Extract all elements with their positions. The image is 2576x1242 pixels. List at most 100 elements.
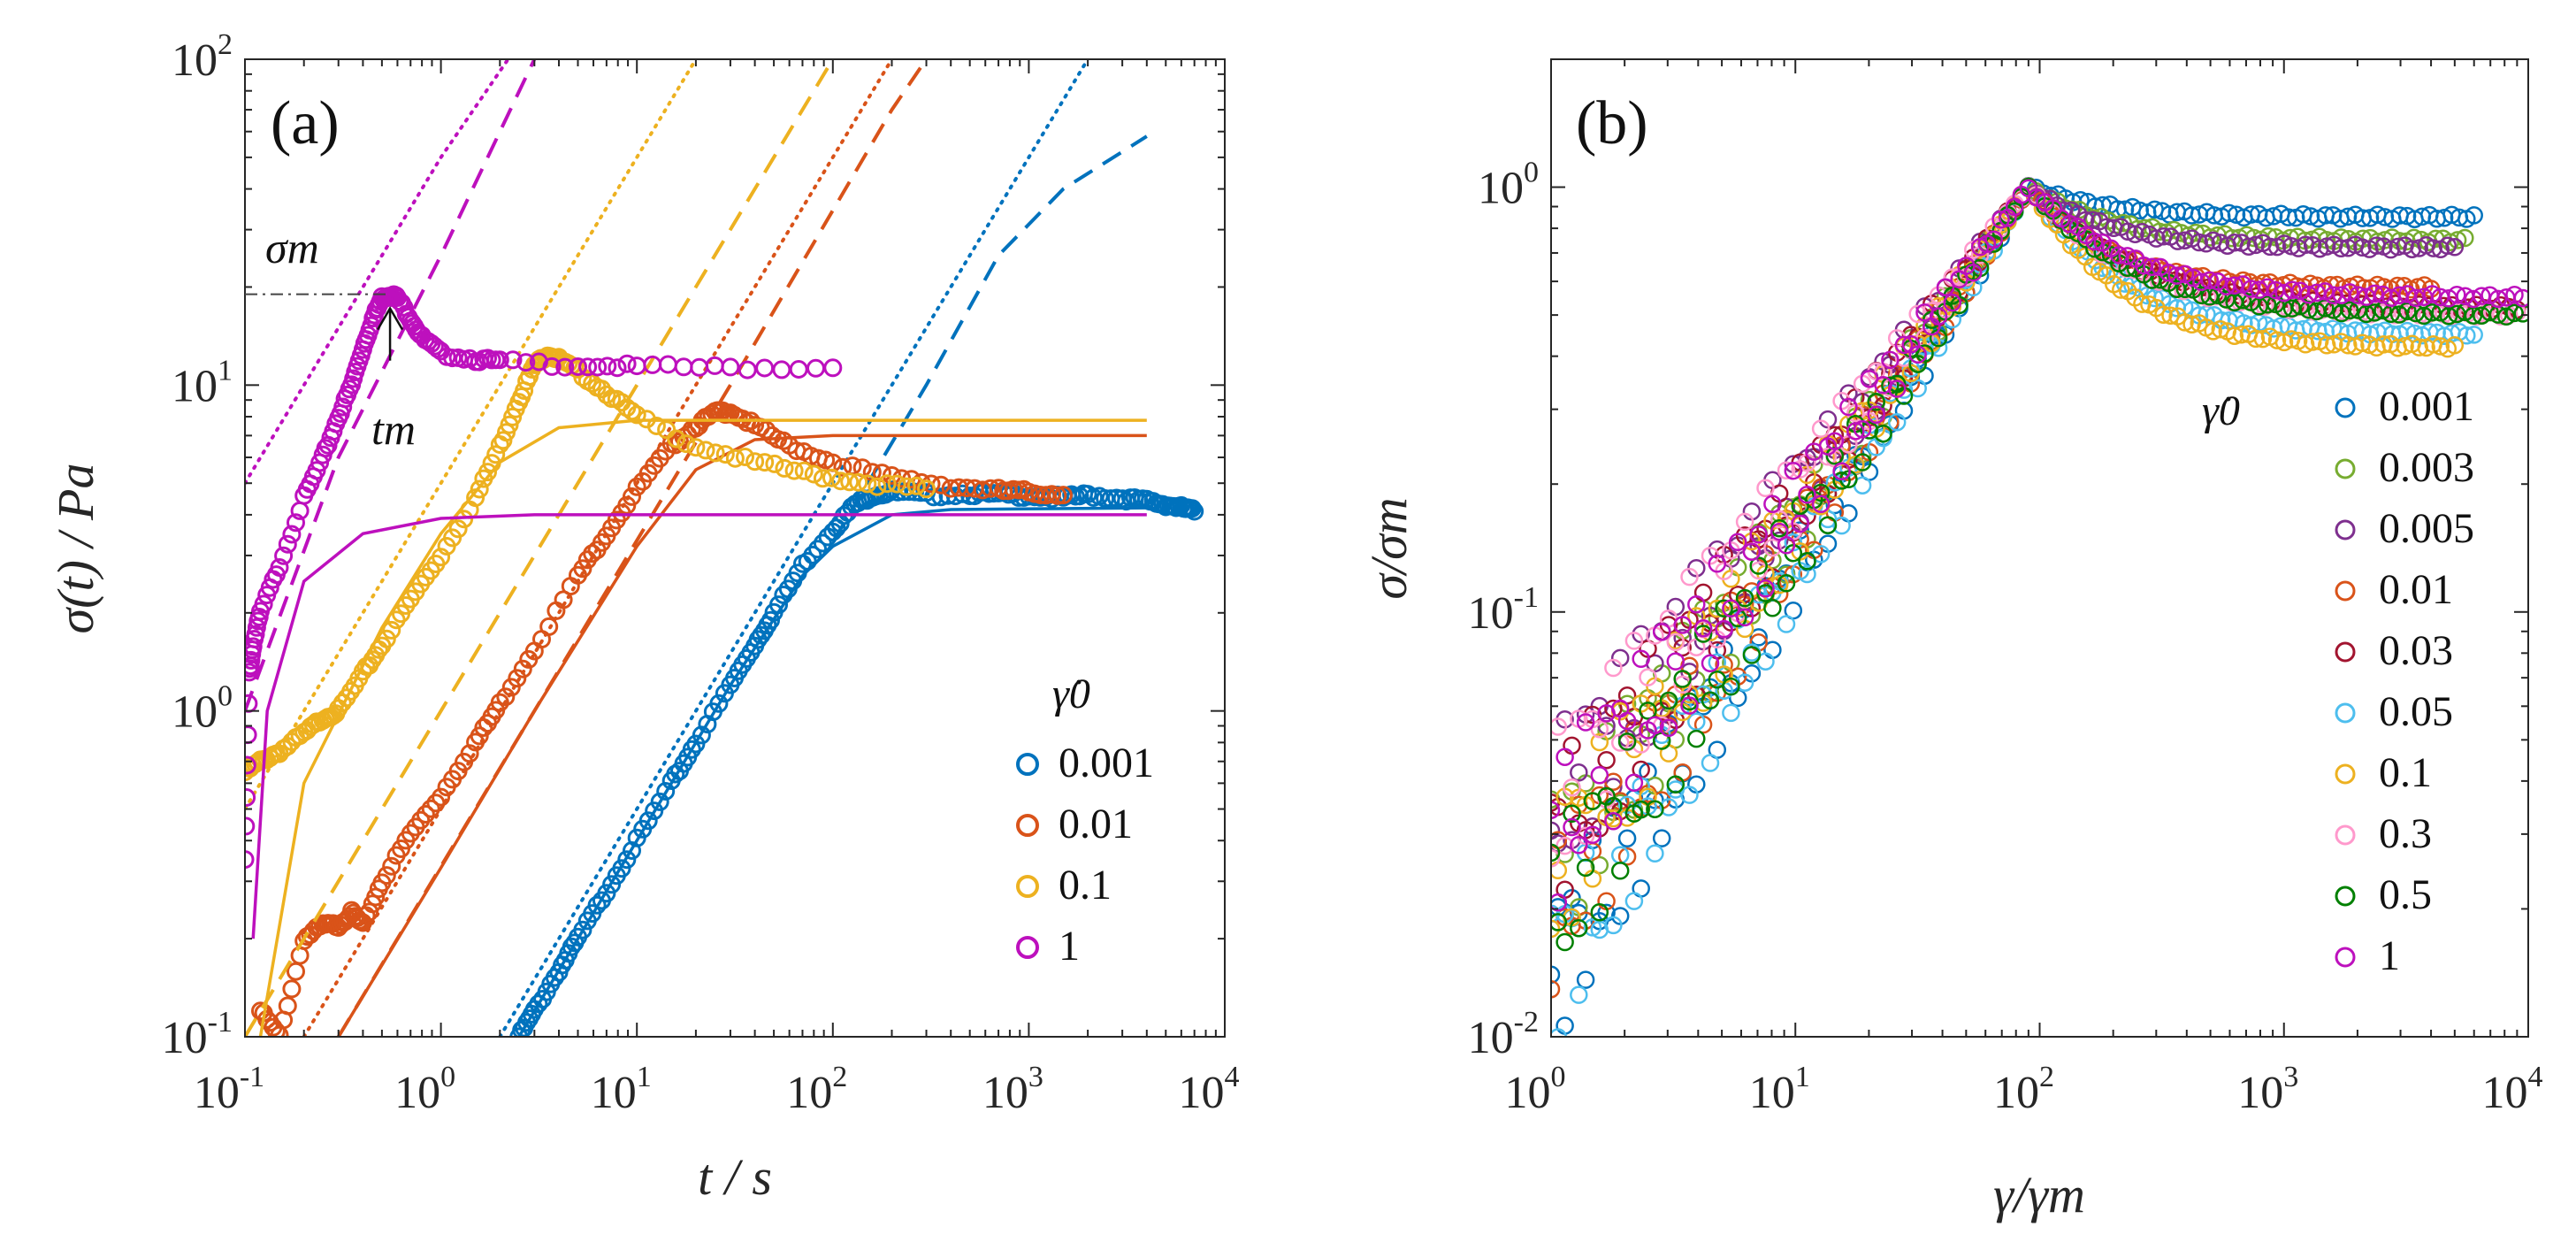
panel-b-data-point — [1811, 419, 1831, 438]
panel-a-data-point — [657, 420, 676, 440]
panel-b-data-point — [1763, 494, 1782, 513]
panel-a-data-point — [587, 895, 607, 915]
panel-b-data-point — [1749, 525, 1768, 544]
panel-a-data-point — [627, 477, 646, 496]
panel-a-legend-title: γ̇0 — [1052, 671, 1090, 717]
panel-a-plot-area — [245, 59, 1204, 1037]
panel-b-data-point — [1908, 379, 1927, 398]
panel-b-y-tick-base: 10 — [1478, 164, 1524, 214]
panel-b-data-point — [1860, 421, 1879, 440]
panel-a-data-point — [578, 357, 598, 377]
panel-a-data-point — [597, 884, 616, 903]
panel-b-data-point — [1715, 619, 1733, 639]
panel-b-data-point — [1617, 829, 1637, 848]
panel-a-data-point — [588, 357, 608, 377]
panel-b-legend-marker — [2335, 641, 2356, 663]
panel-b-data-point — [1991, 210, 2010, 229]
panel-a-annotations: σm tm — [245, 223, 416, 454]
panel-b-data-point — [1652, 829, 1671, 847]
panel-b-y-tick-label: 10-1 — [1468, 581, 1539, 639]
panel-b-data-point — [2381, 288, 2401, 307]
panel-a-data-point — [443, 349, 462, 368]
panel-a-data-point — [1030, 486, 1050, 504]
panel-a-x-tick-label: 103 — [982, 1061, 1043, 1118]
panel-b-legend-label: 0.01 — [2379, 566, 2453, 613]
panel-b-data-point — [2389, 237, 2407, 257]
panel-a-data-point — [482, 454, 501, 473]
panel-b-data-point — [1632, 735, 1650, 754]
panel-b-data-point — [2083, 211, 2102, 230]
panel-b-data-point — [1604, 658, 1623, 678]
panel-b-data-point — [2258, 295, 2277, 314]
panel-b-legend-label: 0.3 — [2379, 810, 2432, 857]
panel-a-data-point — [1048, 486, 1067, 505]
panel-b-data-point — [2464, 289, 2483, 309]
panel-b-data-point — [1666, 632, 1685, 652]
panel-a-y-tick-exp: 0 — [218, 680, 233, 713]
panel-b-tag: (b) — [1576, 89, 1648, 157]
panel-a-data-point — [813, 469, 832, 488]
panel-a-data-point — [503, 350, 523, 370]
panel-b-y-tick-exp: -1 — [1514, 581, 1539, 614]
panel-a-data-point — [765, 454, 784, 473]
panel-b-data-point — [2491, 307, 2511, 326]
panel-a-y-tick-label: 100 — [172, 680, 233, 738]
panel-b-data-point — [2365, 284, 2384, 303]
panel-b-data-point — [2357, 304, 2376, 324]
panel-b-plot-area — [1551, 177, 2528, 1037]
panel-b-x-tick-base: 10 — [1993, 1068, 2039, 1118]
panel-b-data-point — [1666, 597, 1685, 617]
panel-b-data-point — [1551, 821, 1561, 840]
panel-b-data-point — [1590, 903, 1609, 922]
panel-b-data-point — [1984, 230, 2003, 249]
panel-b-data-point — [1563, 804, 1581, 823]
panel-b-data-point — [1624, 892, 1644, 910]
panel-a-data-point — [509, 1027, 529, 1037]
panel-b-data-point — [2190, 233, 2208, 252]
panel-b-data-point — [1610, 733, 1630, 752]
panel-b-data-point — [1853, 453, 1872, 472]
panel-a-data-point — [432, 548, 451, 567]
panel-a-data-point — [470, 479, 489, 499]
panel-a-data-point — [316, 439, 335, 458]
panel-b-data-point — [1632, 800, 1650, 819]
panel-b-legend-marker — [2335, 458, 2356, 479]
panel-a-data-point — [831, 472, 851, 491]
panel-a-data-point — [1053, 486, 1073, 505]
panel-a-data-point — [448, 762, 468, 781]
panel-a-data-point — [573, 368, 592, 387]
panel-b-data-point — [2424, 239, 2442, 257]
panel-b-data-point — [1936, 278, 1955, 296]
panel-b-data-point — [2299, 285, 2318, 304]
panel-b-data-point — [1610, 862, 1630, 880]
panel-b-data-point — [2168, 232, 2187, 250]
panel-a-fit-dashed-line — [831, 134, 1148, 543]
panel-b-y-tick-base: 10 — [1468, 588, 1514, 639]
panel-b-x-tick-exp: 0 — [1551, 1061, 1566, 1093]
panel-a-data-point — [496, 687, 516, 707]
panel-a-data-point — [627, 405, 646, 425]
panel-a-y-tick-label: 101 — [172, 354, 233, 411]
panel-b-data-point — [1551, 965, 1561, 985]
panel-b-data-point — [2439, 306, 2458, 326]
panel-a-x-tick-exp: 4 — [1225, 1061, 1240, 1093]
panel-a-data-point — [466, 488, 485, 508]
panel-b-data-point — [1887, 412, 1907, 432]
panel-a-legend-label: 0.1 — [1059, 862, 1112, 908]
panel-a-data-point — [721, 357, 740, 377]
panel-b-data-point — [1576, 858, 1595, 878]
panel-a-data-point — [516, 353, 536, 372]
panel-a-data-point — [278, 534, 297, 554]
panel-a-x-tick-label: 10-1 — [194, 1061, 264, 1118]
panel-b-legend: γ̇0 0.001 0.003 0.005 0.01 0.03 0.05 0.1 0.3 0.5… — [2202, 383, 2474, 979]
panel-b-data-point — [2161, 306, 2180, 325]
panel-b-data-point — [1777, 461, 1796, 479]
panel-b-legend-title: γ̇0 — [2202, 387, 2240, 434]
panel-b-data-point — [1818, 516, 1838, 534]
panel-b-data-point — [1791, 514, 1809, 533]
panel-b-data-point — [1735, 608, 1754, 627]
panel-b-legend-label: 0.005 — [2379, 505, 2474, 552]
panel-b-data-point — [1798, 486, 1816, 504]
panel-a-y-tick-exp: -1 — [208, 1006, 233, 1039]
panel-a-data-point — [775, 458, 794, 478]
